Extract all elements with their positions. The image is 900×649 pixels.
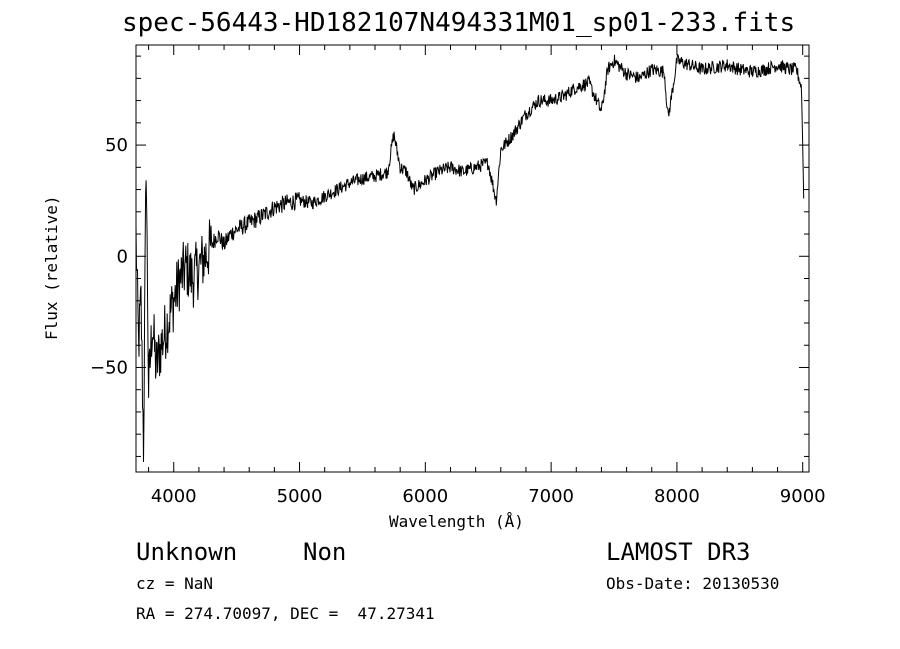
chart-title: spec-56443-HD182107N494331M01_sp01-233.f…	[122, 8, 796, 38]
x-tick-label: 7000	[528, 486, 574, 507]
coordinates-text: RA = 274.70097, DEC = 47.27341	[136, 604, 435, 623]
y-axis-label: Flux (relative)	[42, 195, 61, 341]
y-ticks: −50 0 50	[90, 55, 809, 457]
object-class: Unknown	[136, 538, 238, 566]
x-tick-label: 8000	[654, 486, 700, 507]
survey-name: LAMOST DR3	[606, 538, 751, 566]
y-tick-label: −50	[90, 357, 128, 378]
x-tick-label: 9000	[780, 486, 826, 507]
x-tick-label: 6000	[402, 486, 448, 507]
redshift-text: cz = NaN	[136, 574, 214, 593]
x-tick-label: 5000	[277, 486, 323, 507]
x-ticks: 4000 5000 6000 7000 8000 9000	[148, 45, 826, 507]
spectrum-series-line	[135, 53, 805, 462]
y-tick-label: 0	[117, 246, 128, 267]
plot-frame	[135, 44, 810, 473]
observation-date: Obs-Date: 20130530	[606, 574, 780, 593]
object-subclass: Non	[303, 538, 347, 566]
x-axis-label: Wavelength (Å)	[389, 512, 524, 531]
x-tick-label: 4000	[151, 486, 197, 507]
y-tick-label: 50	[105, 135, 128, 156]
